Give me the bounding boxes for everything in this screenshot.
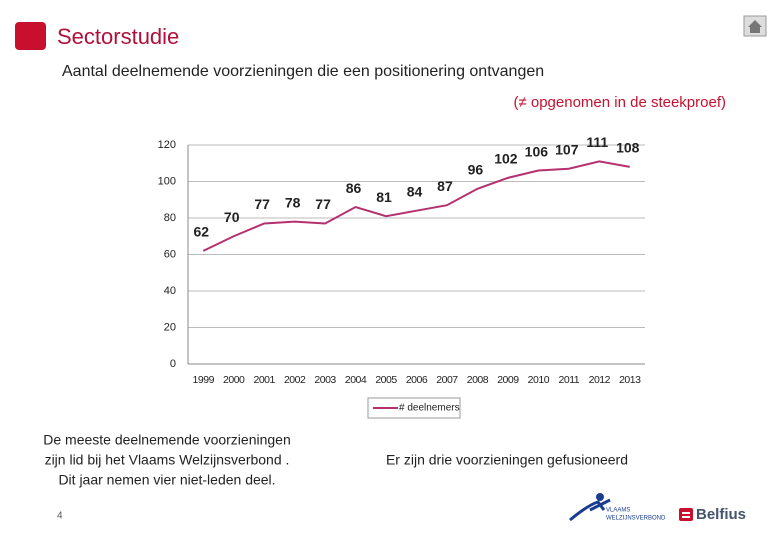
x-tick-label: 2005: [375, 374, 397, 386]
data-label: 84: [407, 183, 423, 199]
note-left: Dit jaar nemen vier niet-leden deel.: [58, 472, 275, 488]
home-icon[interactable]: [743, 15, 767, 37]
data-label: 111: [586, 134, 608, 150]
data-label: 87: [437, 178, 453, 194]
y-tick-label: 60: [164, 248, 176, 260]
logo-belfius: Belfius: [679, 506, 746, 523]
data-label: 77: [254, 196, 270, 212]
data-label: 107: [555, 141, 579, 157]
x-tick-label: 2001: [253, 374, 275, 386]
note-left: zijn lid bij het Vlaams Welzijnsverbond …: [45, 452, 290, 468]
legend-box: [367, 397, 461, 419]
data-label: 77: [315, 196, 331, 212]
x-tick-label: 2008: [467, 374, 489, 386]
data-label: 106: [525, 143, 549, 159]
y-tick-label: 20: [164, 321, 176, 333]
logo-text: VLAAMS: [606, 508, 630, 514]
slide-title: Sectorstudie: [57, 24, 179, 49]
logo-vlaams: VLAAMS WELZIJNSVERBOND: [569, 493, 666, 522]
logo-text: WELZIJNSVERBOND: [606, 516, 666, 522]
x-tick-label: 2002: [284, 374, 306, 386]
y-tick-label: 0: [170, 358, 176, 370]
x-tick-label: 1999: [193, 374, 215, 386]
x-tick-label: 2009: [497, 374, 519, 386]
legend-label: # deelnemers: [399, 403, 460, 414]
subtitle-note: (≠ opgenomen in de steekproef): [513, 94, 726, 111]
x-tick-label: 2006: [406, 374, 428, 386]
x-tick-label: 2013: [619, 374, 641, 386]
y-tick-label: 120: [158, 139, 176, 151]
series-line: [202, 160, 630, 252]
note-right: Er zijn drie voorzieningen gefusioneerd: [386, 452, 628, 468]
x-tick-label: 2012: [589, 374, 611, 386]
data-label: 108: [616, 140, 640, 156]
title-marker: [15, 22, 46, 50]
y-tick-label: 80: [164, 212, 176, 224]
y-tick-label: 100: [158, 175, 176, 187]
data-label: 70: [224, 209, 240, 225]
subtitle: Aantal deelnemende voorzieningen die een…: [62, 63, 544, 80]
x-tick-label: 2004: [345, 374, 367, 386]
x-tick-label: 2010: [528, 374, 550, 386]
x-tick-label: 2000: [223, 374, 245, 386]
data-label: 96: [468, 162, 484, 178]
data-label: 81: [376, 189, 392, 205]
data-label: 86: [346, 180, 362, 196]
data-label: 62: [193, 224, 209, 240]
page-number: 4: [57, 511, 63, 522]
x-tick-label: 2007: [436, 374, 458, 386]
x-tick-label: 2011: [559, 374, 580, 386]
y-tick-label: 40: [164, 285, 176, 297]
logo-text: Belfius: [696, 506, 746, 523]
note-left: De meeste deelnemende voorzieningen: [43, 432, 291, 448]
data-label: 102: [494, 151, 518, 167]
x-tick-label: 2003: [314, 374, 336, 386]
data-label: 78: [285, 194, 301, 210]
